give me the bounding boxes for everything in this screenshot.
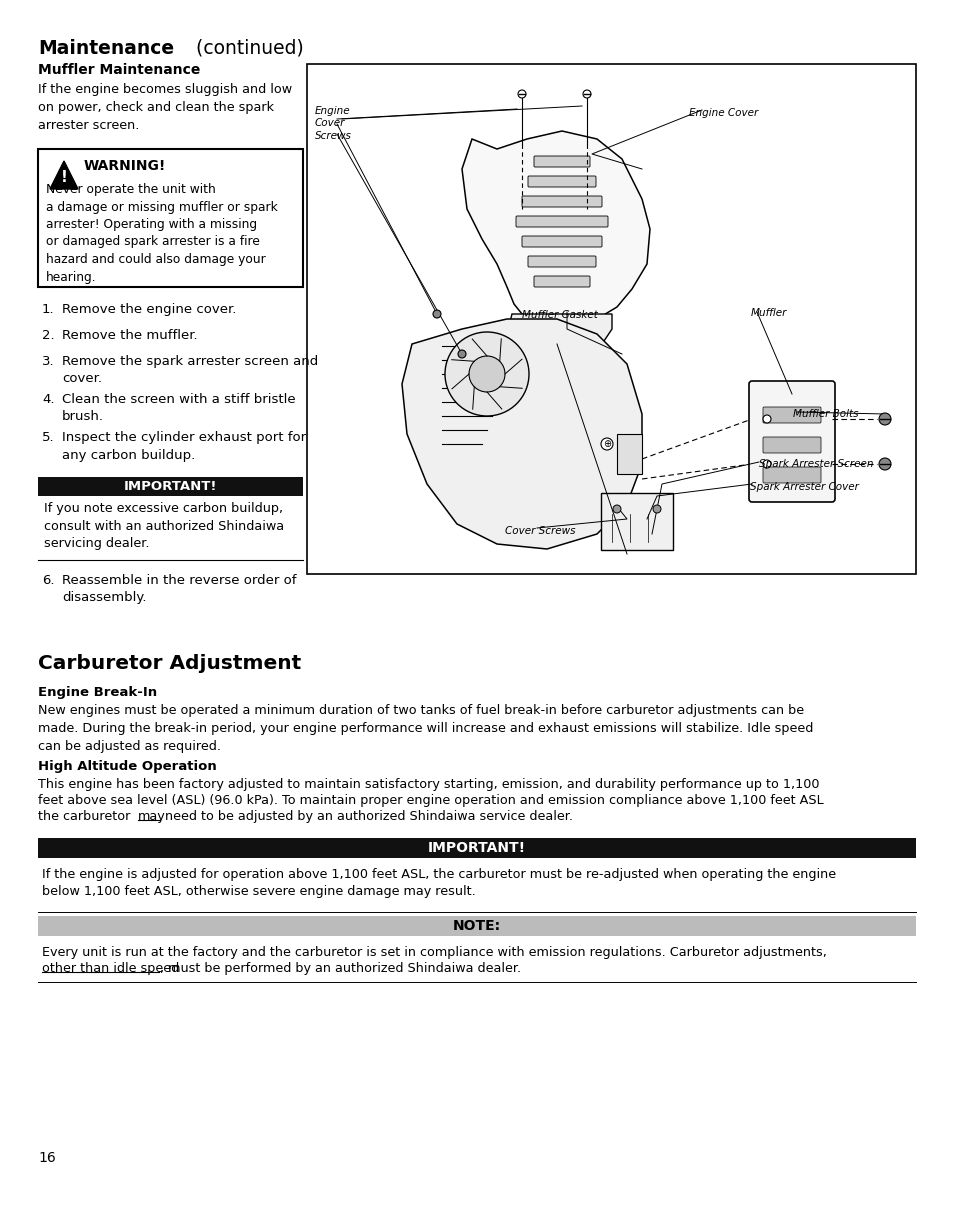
Text: 5.: 5.: [42, 431, 54, 444]
Circle shape: [433, 310, 440, 317]
Text: Clean the screen with a stiff bristle
brush.: Clean the screen with a stiff bristle br…: [62, 393, 295, 424]
Circle shape: [878, 413, 890, 425]
FancyBboxPatch shape: [521, 237, 601, 247]
Text: 4.: 4.: [42, 393, 54, 406]
FancyBboxPatch shape: [527, 176, 596, 187]
Text: NOTE:: NOTE:: [453, 919, 500, 933]
Bar: [307, 64, 915, 575]
Text: 6.: 6.: [42, 575, 54, 587]
Text: Remove the spark arrester screen and
cover.: Remove the spark arrester screen and cov…: [62, 355, 318, 385]
FancyBboxPatch shape: [527, 256, 596, 267]
Circle shape: [457, 350, 465, 358]
Text: Remove the engine cover.: Remove the engine cover.: [62, 303, 236, 316]
Text: Spark Arrester Cover: Spark Arrester Cover: [749, 482, 858, 492]
Circle shape: [613, 505, 620, 513]
Text: Carburetor Adjustment: Carburetor Adjustment: [38, 654, 301, 674]
Text: High Altitude Operation: High Altitude Operation: [38, 760, 216, 772]
Bar: [38, 477, 303, 496]
Text: WARNING!: WARNING!: [84, 159, 166, 173]
Bar: [38, 148, 303, 287]
Text: Every unit is run at the factory and the carburetor is set in compliance with em: Every unit is run at the factory and the…: [42, 946, 826, 960]
Text: the carburetor: the carburetor: [38, 810, 134, 823]
Text: ⊕: ⊕: [602, 439, 611, 449]
Text: !: !: [60, 170, 68, 186]
Text: Muffler: Muffler: [750, 308, 786, 317]
Text: Muffler Maintenance: Muffler Maintenance: [38, 63, 200, 77]
FancyBboxPatch shape: [534, 156, 589, 167]
FancyBboxPatch shape: [534, 276, 589, 287]
Text: Engine Cover: Engine Cover: [688, 107, 758, 118]
Text: Reassemble in the reverse order of
disassembly.: Reassemble in the reverse order of disas…: [62, 575, 296, 605]
Text: Spark Arrester Screen: Spark Arrester Screen: [759, 459, 873, 470]
Circle shape: [762, 460, 770, 468]
Text: 16: 16: [38, 1151, 55, 1165]
Text: (continued): (continued): [190, 39, 303, 58]
Circle shape: [444, 332, 529, 416]
Text: Cover Screws: Cover Screws: [504, 526, 575, 536]
Polygon shape: [50, 161, 78, 189]
Text: 2.: 2.: [42, 330, 54, 342]
Polygon shape: [401, 319, 641, 549]
Circle shape: [878, 457, 890, 470]
Text: may: may: [138, 810, 166, 823]
Text: feet above sea level (ASL) (96.0 kPa). To maintain proper engine operation and e: feet above sea level (ASL) (96.0 kPa). T…: [38, 794, 822, 807]
Text: need to be adjusted by an authorized Shindaiwa service dealer.: need to be adjusted by an authorized Shi…: [161, 810, 573, 823]
Circle shape: [762, 415, 770, 422]
Text: 1.: 1.: [42, 303, 54, 316]
Bar: [38, 916, 915, 935]
Circle shape: [652, 505, 660, 513]
Text: Inspect the cylinder exhaust port for
any carbon buildup.: Inspect the cylinder exhaust port for an…: [62, 431, 306, 461]
Text: If the engine becomes sluggish and low
on power, check and clean the spark
arres: If the engine becomes sluggish and low o…: [38, 83, 292, 132]
Text: Engine Break-In: Engine Break-In: [38, 686, 157, 699]
Text: Muffler Bolts: Muffler Bolts: [792, 409, 858, 419]
Polygon shape: [506, 314, 612, 354]
Circle shape: [517, 91, 525, 98]
Text: IMPORTANT!: IMPORTANT!: [428, 841, 525, 855]
Text: New engines must be operated a minimum duration of two tanks of fuel break-in be: New engines must be operated a minimum d…: [38, 704, 813, 753]
FancyBboxPatch shape: [762, 407, 821, 422]
Text: If the engine is adjusted for operation above 1,100 feet ASL, the carburetor mus: If the engine is adjusted for operation …: [42, 868, 835, 898]
Circle shape: [600, 438, 613, 450]
Text: , must be performed by an authorized Shindaiwa dealer.: , must be performed by an authorized Shi…: [160, 962, 520, 975]
Text: Never operate the unit with
a damage or missing muffler or spark
arrester! Opera: Never operate the unit with a damage or …: [46, 183, 277, 284]
FancyBboxPatch shape: [762, 467, 821, 483]
Circle shape: [582, 91, 590, 98]
Text: Muffler Gasket: Muffler Gasket: [521, 310, 598, 320]
Text: other than idle speed: other than idle speed: [42, 962, 179, 975]
Polygon shape: [461, 132, 649, 327]
FancyBboxPatch shape: [521, 196, 601, 206]
FancyBboxPatch shape: [748, 381, 834, 502]
Text: IMPORTANT!: IMPORTANT!: [124, 480, 217, 492]
Text: Maintenance: Maintenance: [38, 39, 174, 58]
Bar: [617, 435, 641, 474]
Circle shape: [469, 356, 504, 392]
Text: This engine has been factory adjusted to maintain satisfactory starting, emissio: This engine has been factory adjusted to…: [38, 779, 819, 791]
Bar: [38, 838, 915, 858]
Text: 3.: 3.: [42, 355, 54, 368]
Text: If you note excessive carbon buildup,
consult with an authorized Shindaiwa
servi: If you note excessive carbon buildup, co…: [44, 502, 284, 550]
Text: Remove the muffler.: Remove the muffler.: [62, 330, 197, 342]
FancyBboxPatch shape: [600, 492, 672, 550]
Text: Engine
Cover
Screws: Engine Cover Screws: [314, 106, 352, 141]
FancyBboxPatch shape: [516, 216, 607, 227]
FancyBboxPatch shape: [762, 437, 821, 453]
